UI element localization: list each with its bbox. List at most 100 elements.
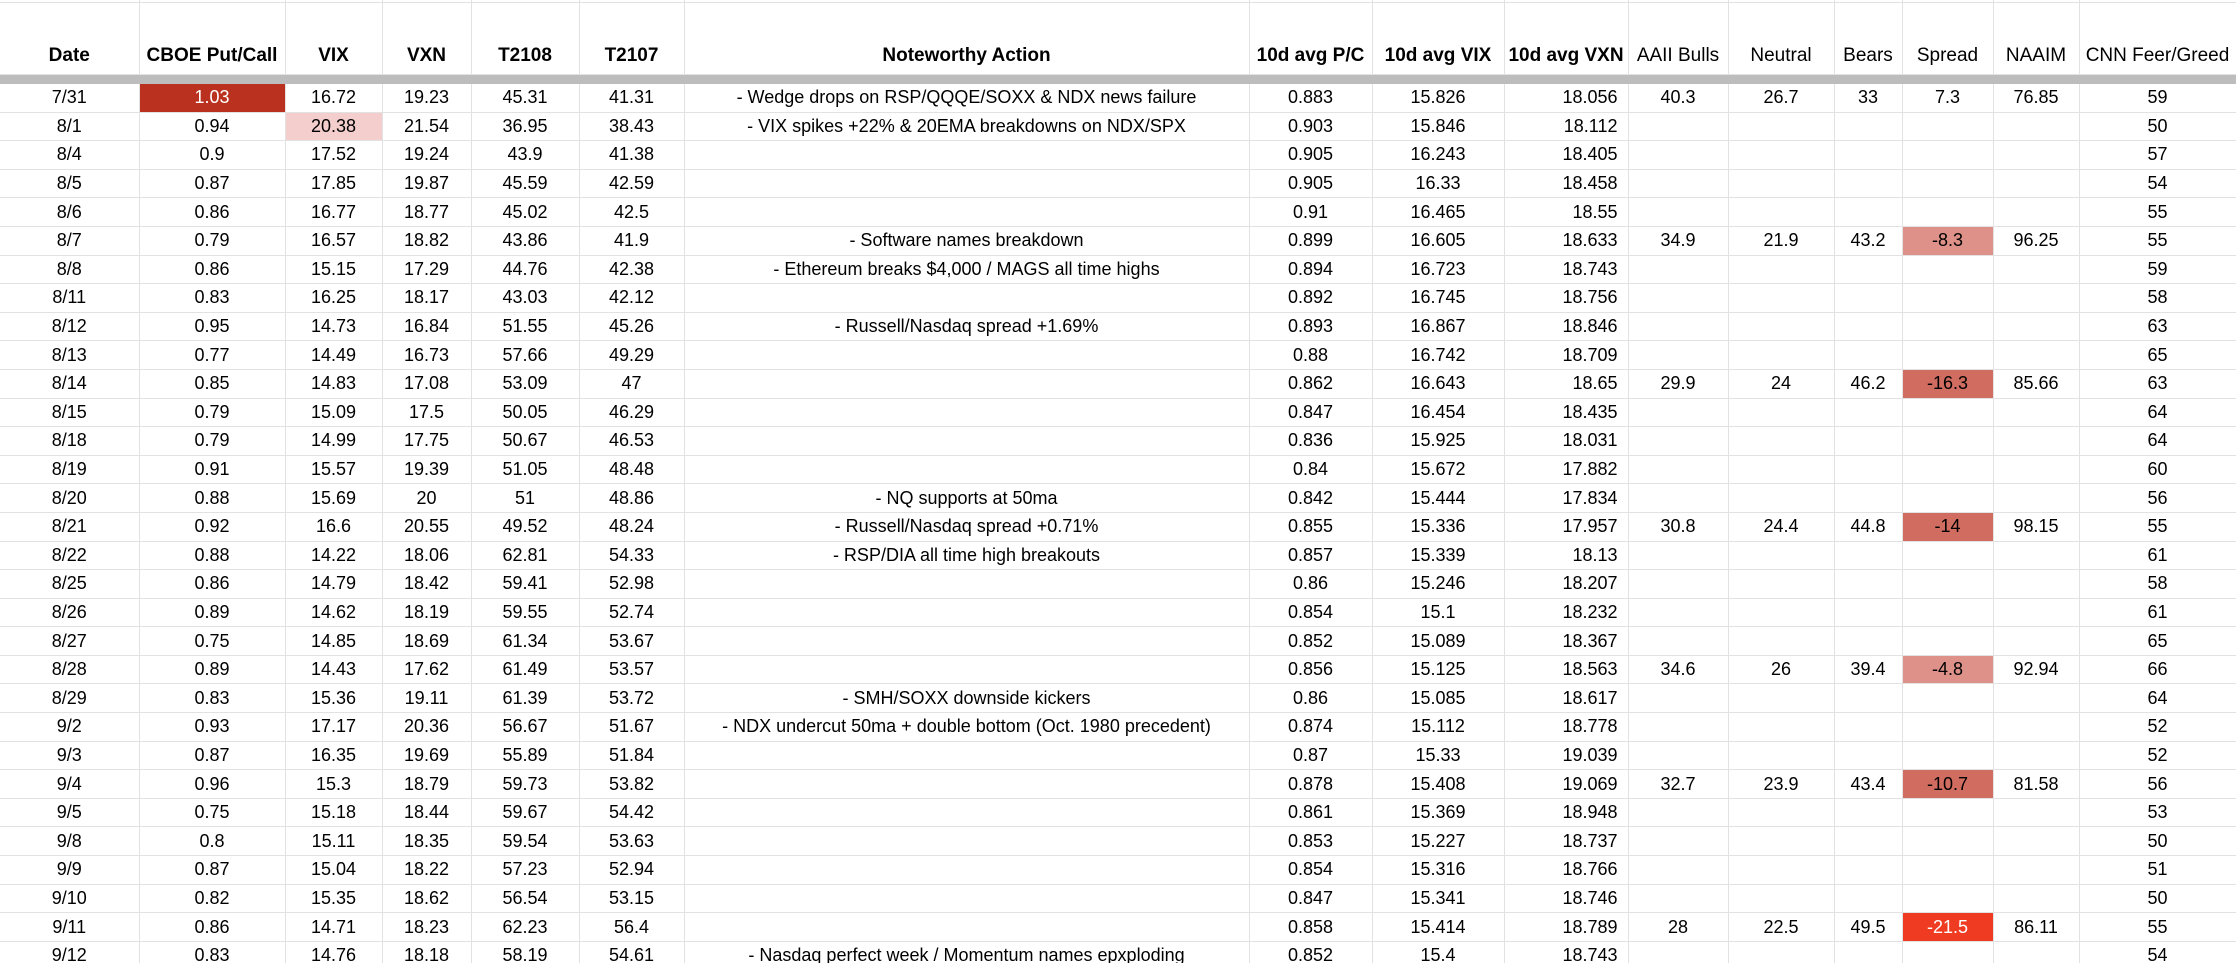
cell-aaii-bulls[interactable]	[1628, 884, 1729, 914]
cell-date[interactable]: 9/4	[0, 769, 140, 799]
cell-spread[interactable]	[1902, 112, 1994, 142]
cell-bears[interactable]	[1834, 741, 1903, 771]
cell-avg-pc[interactable]: 0.858	[1249, 912, 1373, 942]
cell-put-call[interactable]: 0.96	[139, 769, 286, 799]
cell-vxn[interactable]: 18.44	[382, 798, 472, 828]
cell-avg-vix[interactable]: 15.339	[1372, 541, 1505, 571]
cell-t2108[interactable]: 53.09	[471, 369, 580, 399]
cell-put-call[interactable]: 0.83	[139, 283, 286, 313]
cell-aaii-bulls[interactable]: 28	[1628, 912, 1729, 942]
cell-cnn[interactable]: 52	[2079, 712, 2236, 742]
cell-spread[interactable]	[1902, 398, 1994, 428]
cell-vxn[interactable]: 18.19	[382, 598, 472, 628]
cell-vxn[interactable]: 19.39	[382, 455, 472, 485]
cell-date[interactable]: 9/10	[0, 884, 140, 914]
cell-naaim[interactable]	[1993, 941, 2080, 963]
cell-naaim[interactable]	[1993, 826, 2080, 857]
cell-aaii-bulls[interactable]	[1628, 598, 1729, 628]
cell-vix[interactable]: 15.18	[285, 798, 383, 828]
column-header-bears[interactable]: Bears	[1834, 2, 1903, 75]
cell-naaim[interactable]	[1993, 712, 2080, 742]
cell-avg-vix[interactable]: 15.369	[1372, 798, 1505, 828]
cell-naaim[interactable]	[1993, 398, 2080, 428]
cell-t2108[interactable]: 61.34	[471, 626, 580, 656]
cell-avg-vxn[interactable]: 18.232	[1504, 598, 1629, 628]
cell-put-call[interactable]: 0.82	[139, 884, 286, 914]
cell-vxn[interactable]: 20	[382, 483, 472, 513]
cell-vxn[interactable]: 21.54	[382, 112, 472, 142]
cell-spread[interactable]	[1902, 169, 1994, 199]
cell-neutral[interactable]	[1728, 169, 1835, 199]
cell-date[interactable]: 8/4	[0, 140, 140, 170]
cell-avg-pc[interactable]: 0.857	[1249, 541, 1373, 571]
cell-put-call[interactable]: 0.75	[139, 626, 286, 656]
cell-naaim[interactable]: 85.66	[1993, 369, 2080, 399]
cell-bears[interactable]	[1834, 426, 1903, 456]
cell-avg-pc[interactable]: 0.874	[1249, 712, 1373, 742]
cell-action[interactable]	[684, 884, 1250, 914]
cell-neutral[interactable]	[1728, 683, 1835, 714]
cell-bears[interactable]: 33	[1834, 84, 1903, 113]
column-header-t2108[interactable]: T2108	[471, 2, 580, 75]
cell-aaii-bulls[interactable]	[1628, 398, 1729, 428]
cell-t2108[interactable]: 45.02	[471, 197, 580, 227]
cell-put-call[interactable]: 0.75	[139, 798, 286, 828]
cell-bears[interactable]: 43.2	[1834, 226, 1903, 256]
cell-cnn[interactable]: 55	[2079, 197, 2236, 227]
column-header-spread[interactable]: Spread	[1902, 2, 1994, 75]
cell-t2107[interactable]: 42.59	[579, 169, 685, 199]
cell-cnn[interactable]: 66	[2079, 655, 2236, 685]
cell-t2108[interactable]: 59.41	[471, 569, 580, 599]
cell-t2107[interactable]: 54.42	[579, 798, 685, 828]
cell-vxn[interactable]: 18.82	[382, 226, 472, 256]
cell-naaim[interactable]: 98.15	[1993, 512, 2080, 542]
cell-aaii-bulls[interactable]	[1628, 140, 1729, 170]
cell-vix[interactable]: 15.04	[285, 855, 383, 885]
cell-put-call[interactable]: 0.87	[139, 741, 286, 771]
cell-t2107[interactable]: 53.15	[579, 884, 685, 914]
cell-avg-vxn[interactable]: 18.746	[1504, 884, 1629, 914]
column-header-avg-pc[interactable]: 10d avg P/C	[1249, 2, 1373, 75]
cell-t2108[interactable]: 59.73	[471, 769, 580, 799]
cell-vix[interactable]: 17.17	[285, 712, 383, 742]
cell-avg-vxn[interactable]: 17.882	[1504, 455, 1629, 485]
cell-action[interactable]: - Software names breakdown	[684, 226, 1250, 256]
cell-spread[interactable]: -16.3	[1902, 369, 1994, 399]
cell-action[interactable]	[684, 912, 1250, 942]
cell-avg-pc[interactable]: 0.847	[1249, 884, 1373, 914]
cell-naaim[interactable]	[1993, 884, 2080, 914]
cell-action[interactable]	[684, 798, 1250, 828]
cell-naaim[interactable]	[1993, 255, 2080, 285]
cell-date[interactable]: 8/22	[0, 541, 140, 571]
cell-spread[interactable]	[1902, 569, 1994, 599]
cell-put-call[interactable]: 0.79	[139, 398, 286, 428]
cell-date[interactable]: 9/3	[0, 741, 140, 771]
cell-avg-pc[interactable]: 0.883	[1249, 84, 1373, 113]
cell-t2107[interactable]: 51.67	[579, 712, 685, 742]
cell-naaim[interactable]	[1993, 197, 2080, 227]
cell-vix[interactable]: 15.15	[285, 255, 383, 285]
cell-t2108[interactable]: 44.76	[471, 255, 580, 285]
cell-bears[interactable]: 46.2	[1834, 369, 1903, 399]
cell-neutral[interactable]	[1728, 569, 1835, 599]
cell-avg-pc[interactable]: 0.861	[1249, 798, 1373, 828]
column-header-avg-vix[interactable]: 10d avg VIX	[1372, 2, 1505, 75]
cell-cnn[interactable]: 50	[2079, 112, 2236, 142]
cell-aaii-bulls[interactable]	[1628, 169, 1729, 199]
cell-date[interactable]: 8/29	[0, 683, 140, 714]
cell-t2108[interactable]: 61.39	[471, 683, 580, 714]
cell-t2107[interactable]: 53.57	[579, 655, 685, 685]
cell-bears[interactable]	[1834, 455, 1903, 485]
cell-spread[interactable]: -14	[1902, 512, 1994, 542]
cell-t2108[interactable]: 57.23	[471, 855, 580, 885]
column-header-cnn[interactable]: CNN Feer/Greed	[2079, 2, 2236, 75]
cell-neutral[interactable]	[1728, 197, 1835, 227]
cell-avg-vix[interactable]: 15.089	[1372, 626, 1505, 656]
cell-vxn[interactable]: 17.29	[382, 255, 472, 285]
cell-avg-vxn[interactable]: 18.948	[1504, 798, 1629, 828]
cell-neutral[interactable]	[1728, 712, 1835, 742]
cell-neutral[interactable]	[1728, 483, 1835, 513]
cell-avg-pc[interactable]: 0.852	[1249, 626, 1373, 656]
cell-action[interactable]	[684, 826, 1250, 857]
cell-spread[interactable]: -8.3	[1902, 226, 1994, 256]
